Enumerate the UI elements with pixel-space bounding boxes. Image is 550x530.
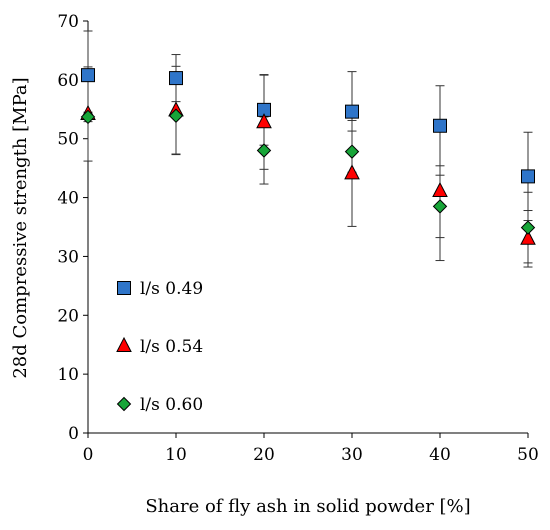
- y-tick-label: 60: [57, 71, 79, 91]
- series-points: [80, 108, 536, 235]
- y-tick-label: 40: [57, 189, 79, 209]
- axes: 0 10 20 30 40 50 60 70 0 10 20 30 40 50: [57, 12, 538, 465]
- data-point: [344, 164, 360, 180]
- x-tick-label: 20: [253, 445, 275, 465]
- data-point: [520, 229, 536, 245]
- x-axis-title: Share of fly ash in solid powder [%]: [145, 496, 470, 517]
- data-point: [256, 113, 272, 129]
- x-tick-label: 10: [165, 445, 187, 465]
- series-points: [81, 68, 535, 184]
- data-point: [169, 71, 183, 86]
- x-tick-label: 40: [429, 445, 451, 465]
- y-tick-label: 30: [57, 247, 79, 267]
- legend-item: l/s 0.60: [116, 395, 203, 415]
- legend-marker: [116, 396, 132, 412]
- series-errorbars: [83, 77, 533, 264]
- data-point: [344, 144, 360, 159]
- legend-item: l/s 0.54: [116, 336, 203, 357]
- y-axis-title: 28d Compressive strength [MPa]: [10, 77, 31, 378]
- data-point: [168, 108, 184, 123]
- data-marks: [80, 30, 536, 268]
- y-tick-label: 0: [68, 424, 79, 444]
- legend-marker: [117, 281, 131, 295]
- y-tick-label: 10: [57, 365, 79, 385]
- legend-item: l/s 0.49: [117, 279, 203, 299]
- data-point: [432, 199, 448, 214]
- data-point: [432, 181, 448, 198]
- y-tick-label: 50: [57, 130, 79, 150]
- legend-label: l/s 0.54: [140, 337, 203, 357]
- series-points: [80, 101, 536, 245]
- x-tick-label: 0: [83, 445, 94, 465]
- y-tick-label: 70: [57, 12, 79, 32]
- series-errorbars: [83, 65, 533, 268]
- x-tick-label: 30: [341, 445, 363, 465]
- y-tick-label: 20: [57, 306, 79, 326]
- legend-label: l/s 0.49: [140, 279, 203, 299]
- legend-label: l/s 0.60: [140, 395, 203, 415]
- data-point: [520, 220, 536, 235]
- data-point: [345, 104, 359, 119]
- x-tick-label: 50: [517, 445, 539, 465]
- data-point: [80, 109, 96, 125]
- data-point: [433, 118, 447, 133]
- legend-marker: [116, 336, 132, 352]
- data-point: [521, 169, 535, 184]
- series-errorbars: [83, 30, 533, 222]
- legend: l/s 0.49 l/s 0.54 l/s 0.60: [116, 279, 203, 415]
- data-point: [81, 68, 95, 83]
- data-point: [256, 143, 272, 158]
